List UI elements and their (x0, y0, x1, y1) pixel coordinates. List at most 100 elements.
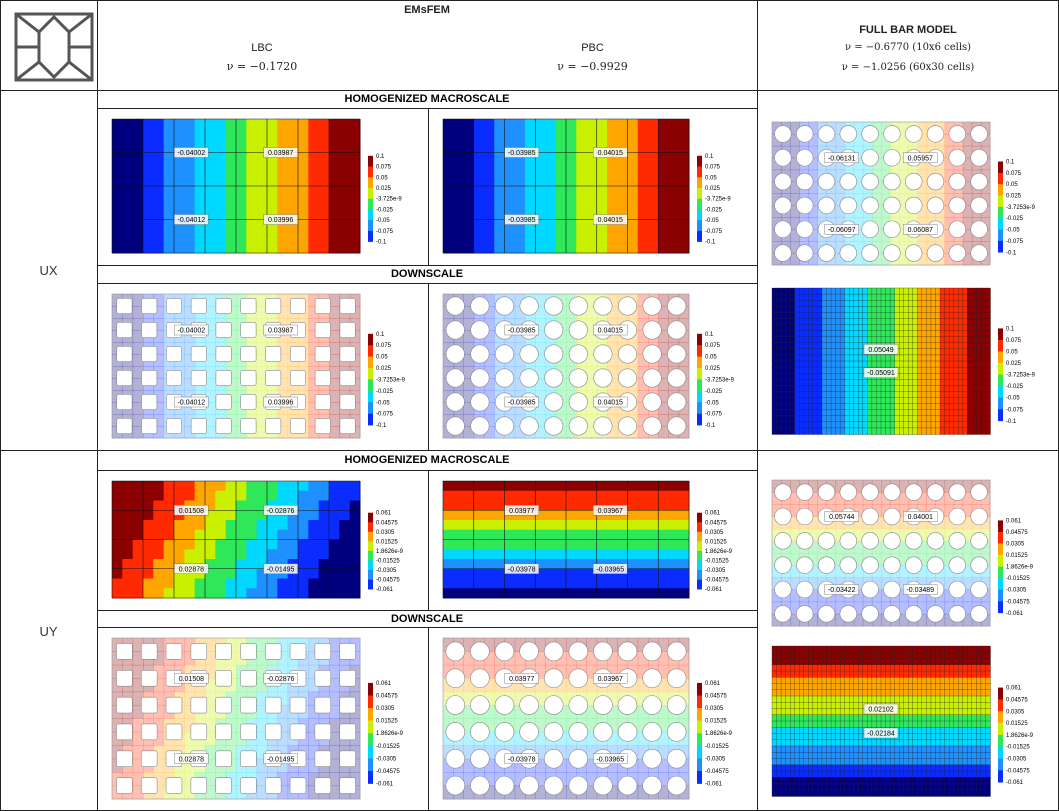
field-cell (153, 378, 165, 391)
field-cell (668, 130, 680, 142)
lattice-hole (339, 418, 356, 434)
field-cell (889, 391, 896, 399)
field-cell (808, 421, 814, 429)
field-cell (596, 208, 608, 220)
field-cell (535, 378, 546, 391)
field-cell (835, 217, 846, 230)
field-cell (917, 366, 923, 374)
field-cell (205, 520, 216, 531)
field-cell (794, 727, 800, 735)
field-cell (771, 379, 778, 386)
field-cell (889, 415, 896, 423)
field-cell (339, 241, 351, 254)
field-cell (917, 403, 923, 411)
field-cell (308, 366, 320, 379)
field-cell (535, 119, 546, 131)
field-cell (132, 119, 144, 131)
field-cell (812, 366, 819, 374)
field-cell (935, 373, 941, 380)
field-cell (586, 772, 598, 787)
field-cell (808, 727, 814, 735)
field-cell (871, 516, 882, 530)
field-cell (443, 500, 454, 511)
field-cell (912, 348, 918, 356)
field-cell (122, 197, 134, 209)
field-cell (794, 330, 800, 338)
field-cell (112, 490, 123, 501)
field-cell (132, 130, 144, 142)
lattice-hole (617, 416, 638, 436)
field-cell (236, 500, 247, 511)
field-cell (308, 510, 320, 521)
probe-label: -0.03978 (508, 756, 536, 763)
field-cell (881, 229, 891, 242)
lattice-hole (141, 394, 158, 410)
field-cell (976, 415, 982, 423)
field-cell (839, 415, 846, 423)
contour-plot (771, 479, 991, 627)
field-cell (298, 529, 309, 540)
lattice-hole (314, 723, 332, 741)
field-cell (980, 354, 987, 362)
field-cell (163, 568, 175, 579)
field-cell (812, 373, 819, 380)
field-cell (785, 695, 791, 703)
field-cell (803, 783, 809, 791)
field-cell (790, 421, 796, 429)
field-cell (853, 122, 864, 135)
field-cell (277, 241, 289, 254)
field-cell (835, 169, 846, 183)
field-cell (944, 553, 955, 566)
field-cell (803, 360, 809, 368)
field-cell (277, 414, 289, 427)
field-cell (885, 385, 891, 393)
field-cell (903, 421, 909, 429)
field-cell (215, 152, 227, 165)
field-cell (287, 241, 299, 254)
field-cell (535, 294, 546, 307)
field-cell (917, 157, 927, 171)
field-cell (812, 385, 819, 393)
field-cell (225, 529, 237, 540)
field-cell (803, 336, 809, 344)
lattice-hole (190, 723, 208, 741)
lattice-hole (593, 775, 613, 796)
field-cell (962, 379, 968, 386)
colorbar-segment (368, 187, 373, 199)
colorbar-label: -3.725e-9 (376, 197, 402, 203)
field-cell (935, 385, 941, 393)
field-cell (246, 520, 258, 531)
field-cell (903, 306, 909, 313)
field-cell (835, 336, 841, 344)
field-cell (930, 324, 937, 332)
field-cell (962, 415, 968, 423)
field-cell (637, 366, 649, 379)
field-cell (885, 318, 891, 326)
field-cell (953, 409, 959, 417)
field-cell (830, 385, 837, 393)
field-cell (566, 130, 577, 142)
field-cell (962, 397, 968, 405)
field-cell (215, 510, 227, 521)
field-cell (794, 683, 800, 691)
field-cell (948, 373, 955, 380)
lattice-hole (817, 605, 836, 623)
field-cell (839, 300, 846, 307)
field-cell (871, 287, 878, 295)
field-cell (912, 366, 918, 374)
field-cell (184, 152, 196, 165)
field-cell (921, 287, 928, 295)
field-cell (256, 414, 268, 427)
field-cell (862, 421, 869, 429)
field-cell (826, 379, 832, 386)
field-cell (835, 565, 846, 578)
field-cell (277, 141, 289, 153)
field-cell (555, 426, 567, 439)
field-cell (976, 360, 982, 368)
lattice-hole (445, 722, 466, 742)
field-cell (349, 539, 361, 550)
field-cell (826, 348, 832, 356)
table-line (97, 265, 757, 266)
field-cell (799, 409, 805, 417)
